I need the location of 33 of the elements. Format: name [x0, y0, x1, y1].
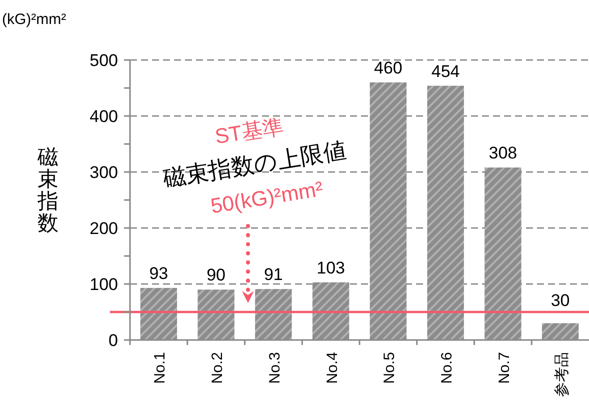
x-tick-label: No.7	[496, 352, 513, 384]
data-label: 90	[206, 266, 226, 285]
x-tick-label: No.5	[381, 352, 398, 384]
data-label: 30	[550, 291, 570, 310]
x-tick-label: No.1	[152, 352, 169, 384]
bar	[484, 168, 522, 340]
y-tick-label: 300	[90, 162, 118, 182]
bar	[427, 86, 464, 340]
x-tick-label: No.2	[209, 352, 226, 384]
data-label: 454	[431, 62, 460, 81]
y-tick-label: 400	[90, 106, 118, 126]
y-tick-label: 200	[90, 218, 118, 238]
text: (kG)²mm²	[2, 11, 66, 28]
bar	[140, 288, 178, 340]
bar	[370, 82, 407, 340]
data-label: 460	[374, 58, 402, 78]
y-tick-label: 100	[90, 274, 118, 294]
x-tick-label: No.4	[324, 352, 341, 384]
data-label: 308	[488, 144, 518, 163]
x-tick-label: No.3	[266, 352, 284, 384]
data-label: 93	[149, 264, 168, 283]
bar	[542, 323, 579, 340]
data-label: 91	[264, 265, 283, 284]
y-tick-label: 0	[108, 330, 118, 350]
annotation: ST基準	[213, 115, 286, 149]
data-label: 103	[316, 258, 345, 278]
x-tick-label: No.6	[438, 352, 456, 384]
bar	[312, 282, 350, 340]
x-tick-label: 参考品	[553, 352, 570, 397]
bar	[255, 289, 292, 340]
y-tick-label: 500	[90, 50, 118, 70]
y-axis-title: 磁束指数	[36, 146, 58, 235]
bar	[198, 290, 234, 340]
